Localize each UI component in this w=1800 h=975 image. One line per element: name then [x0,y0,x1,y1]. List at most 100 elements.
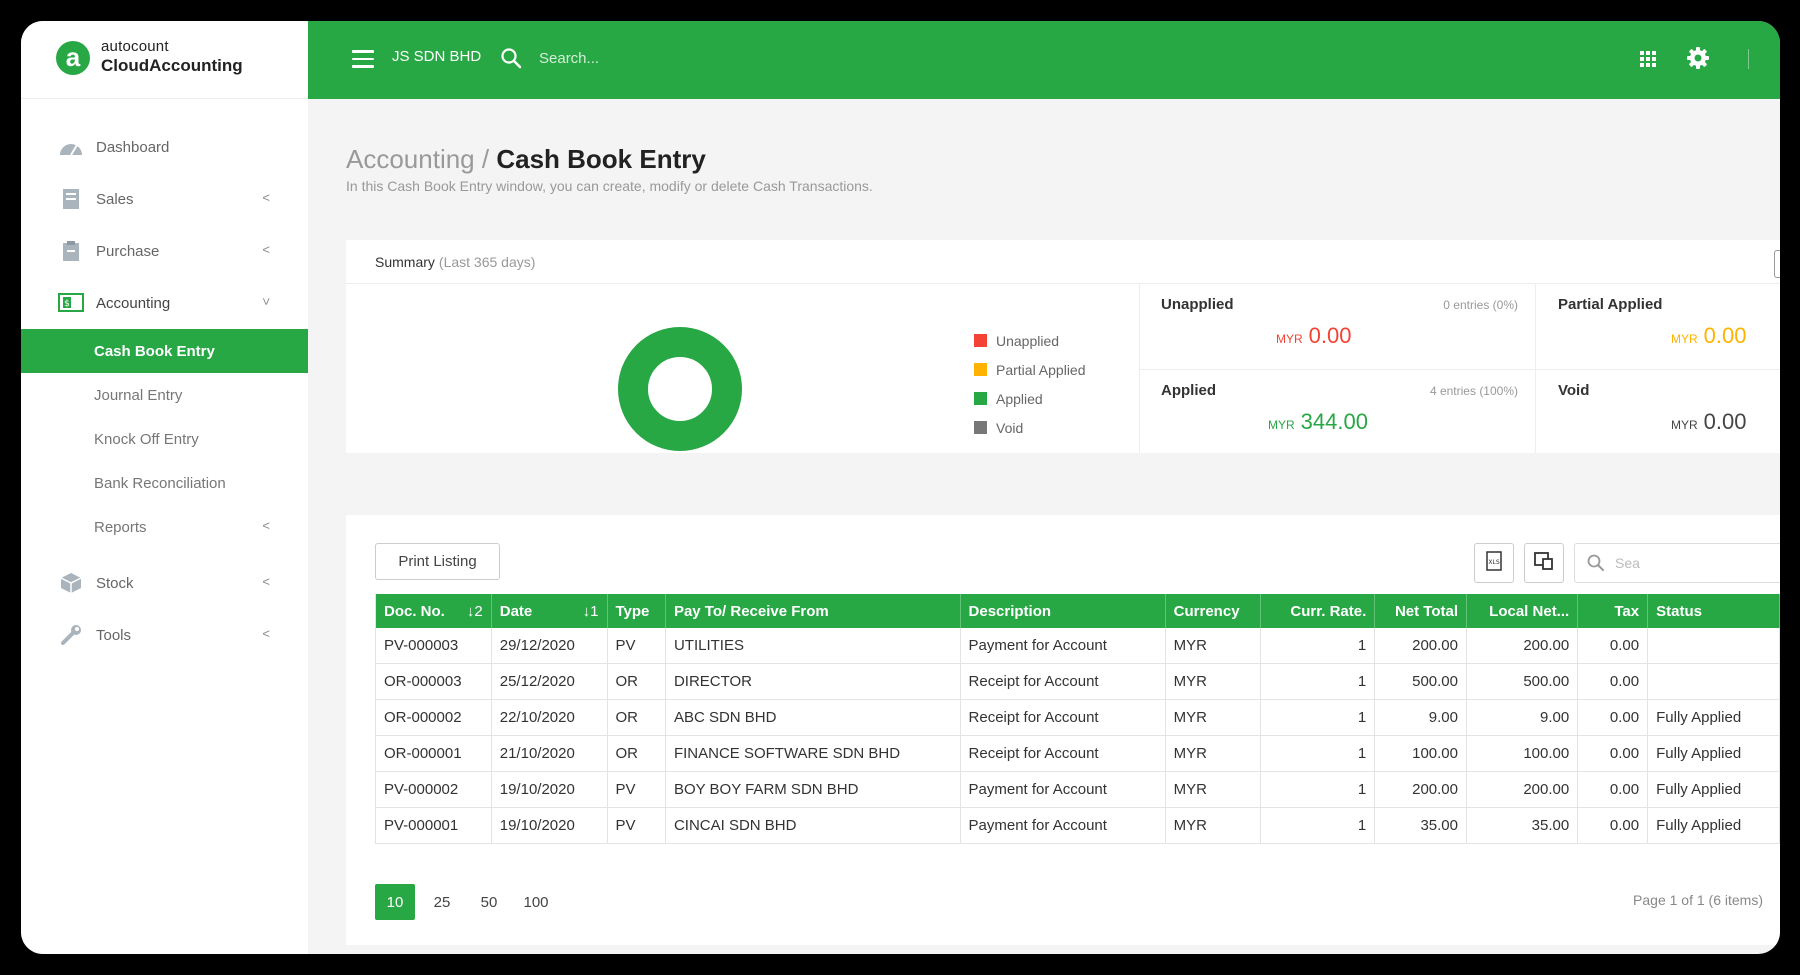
col-description[interactable]: Description [960,594,1166,628]
page-size-25[interactable]: 25 [433,893,451,911]
table-cell: 200.00 [1466,771,1579,808]
gear-icon[interactable] [1686,46,1710,75]
sidebar-item-tools[interactable]: Tools < [21,609,308,661]
sidebar-sub-reports[interactable]: Reports < [21,505,308,549]
breadcrumb-parent[interactable]: Accounting / [346,144,490,174]
table-cell: 29/12/2020 [491,628,608,664]
sidebar-sub-knock-off-entry[interactable]: Knock Off Entry [94,430,199,448]
sidebar-sub-journal-entry[interactable]: Journal Entry [94,386,183,404]
col-status[interactable]: Status [1647,594,1780,628]
cash-book-table: Doc. No. ↓2 Date ↓1 Type Pay To/ Receive F… [375,594,1780,844]
table-cell: 1 [1260,628,1376,664]
search-input[interactable]: Search... [539,50,600,67]
table-cell: 0.00 [1577,807,1649,844]
table-cell: OR-000003 [375,663,492,700]
accounting-icon: $ [58,292,84,314]
sidebar: a autocount CloudAccounting Dashboard Sa… [21,21,308,954]
summary-toggle-button[interactable] [1774,250,1780,278]
col-type[interactable]: Type [607,594,666,628]
logo-mark-icon: a [56,41,90,75]
header-divider [1748,49,1749,69]
table-row[interactable]: OR-000003 25/12/2020 OR DIRECTOR Receipt for… [375,663,1780,700]
page-size-50[interactable]: 50 [480,893,498,911]
sidebar-item-sales[interactable]: Sales < [21,173,308,225]
table-cell: 22/10/2020 [491,699,608,736]
table-cell: 1 [1260,735,1376,772]
legend-item[interactable]: Unapplied [974,326,1086,355]
table-row[interactable]: PV-000002 19/10/2020 PV BOY BOY FARM SDN BH… [375,771,1780,808]
col-net-total[interactable]: Net Total [1374,594,1467,628]
table-cell: 200.00 [1466,628,1579,664]
table-cell: 1 [1260,807,1376,844]
sidebar-sub-cash-book-entry[interactable]: Cash Book Entry [21,329,308,373]
legend-label: Applied [996,390,1043,407]
legend-item[interactable]: Applied [974,384,1086,413]
page-title: Cash Book Entry [496,144,706,174]
sidebar-item-purchase[interactable]: Purchase < [21,225,308,277]
table-row[interactable]: PV-000003 29/12/2020 PV UTILITIES Payment fo… [375,628,1780,664]
table-row[interactable]: OR-000002 22/10/2020 OR ABC SDN BHD Receipt … [375,699,1780,736]
apps-grid-icon[interactable] [1640,51,1656,72]
tools-icon [58,624,84,646]
table-cell: 500.00 [1466,663,1579,700]
table-row[interactable]: OR-000001 21/10/2020 OR FINANCE SOFTWARE SD… [375,735,1780,772]
sidebar-item-accounting[interactable]: $ Accounting < [21,277,308,329]
table-cell: 35.00 [1466,807,1579,844]
sidebar-item-label: Purchase [96,242,160,260]
col-pay-to[interactable]: Pay To/ Receive From [665,594,961,628]
brand-line1: autocount [101,38,169,55]
stat-unapplied-entries: 0 entries (0%) [1443,298,1518,312]
page-size-10[interactable]: 10 [375,884,415,920]
table-cell: 0.00 [1577,699,1649,736]
legend-swatch-applied [974,392,987,405]
table-cell: PV-000001 [375,807,492,844]
col-tax[interactable]: Tax [1577,594,1649,628]
col-date[interactable]: Date ↓1 [491,594,608,628]
sidebar-sub-bank-reconciliation[interactable]: Bank Reconciliation [94,474,226,492]
brand-logo[interactable]: a autocount CloudAccounting [21,21,308,99]
col-currency[interactable]: Currency [1165,594,1261,628]
table-search-input[interactable]: Sea [1574,543,1780,583]
sort-desc-icon: ↓1 [582,602,599,620]
search-icon[interactable] [500,47,522,74]
table-cell: MYR [1165,699,1261,736]
column-chooser-button[interactable] [1524,543,1564,583]
table-cell: PV [607,628,666,664]
table-cell: Fully Applied [1647,807,1780,844]
print-listing-button[interactable]: Print Listing [375,543,500,580]
columns-icon [1534,551,1554,575]
table-cell: OR-000001 [375,735,492,772]
col-local-net[interactable]: Local Net... [1466,594,1579,628]
menu-icon[interactable] [352,50,374,68]
company-name[interactable]: JS SDN BHD [392,48,482,65]
legend-item[interactable]: Partial Applied [974,355,1086,384]
col-curr-rate[interactable]: Curr. Rate. [1260,594,1376,628]
table-cell: 19/10/2020 [491,771,608,808]
sidebar-item-stock[interactable]: Stock < [21,557,308,609]
table-row[interactable]: PV-000001 19/10/2020 PV CINCAI SDN BHD Payme… [375,807,1780,844]
stat-applied-label: Applied [1161,382,1216,399]
table-cell: CINCAI SDN BHD [665,807,961,844]
table-cell: Fully Applied [1647,771,1780,808]
sidebar-item-label: Dashboard [96,138,170,156]
donut-applied-slice [618,327,742,451]
table-cell: DIRECTOR [665,663,961,700]
page-subtitle: In this Cash Book Entry window, you can … [346,178,873,194]
table-cell: PV-000003 [375,628,492,664]
summary-period: (Last 365 days) [438,253,536,270]
table-cell: 1 [1260,663,1376,700]
legend-item[interactable]: Void [974,413,1086,442]
table-cell: 100.00 [1466,735,1579,772]
col-doc-no[interactable]: Doc. No. ↓2 [375,594,492,628]
export-xlsx-button[interactable]: XLS [1474,543,1514,583]
table-cell: 1 [1260,771,1376,808]
chevron-left-icon: < [262,574,270,589]
table-cell: FINANCE SOFTWARE SDN BHD [665,735,961,772]
page-size-100[interactable]: 100 [523,893,549,911]
table-cell: MYR [1165,771,1261,808]
sidebar-item-dashboard[interactable]: Dashboard [21,121,308,173]
svg-text:XLS: XLS [1488,559,1499,566]
table-cell: Fully Applied [1647,735,1780,772]
table-cell: 9.00 [1466,699,1579,736]
legend-label: Void [996,419,1024,436]
